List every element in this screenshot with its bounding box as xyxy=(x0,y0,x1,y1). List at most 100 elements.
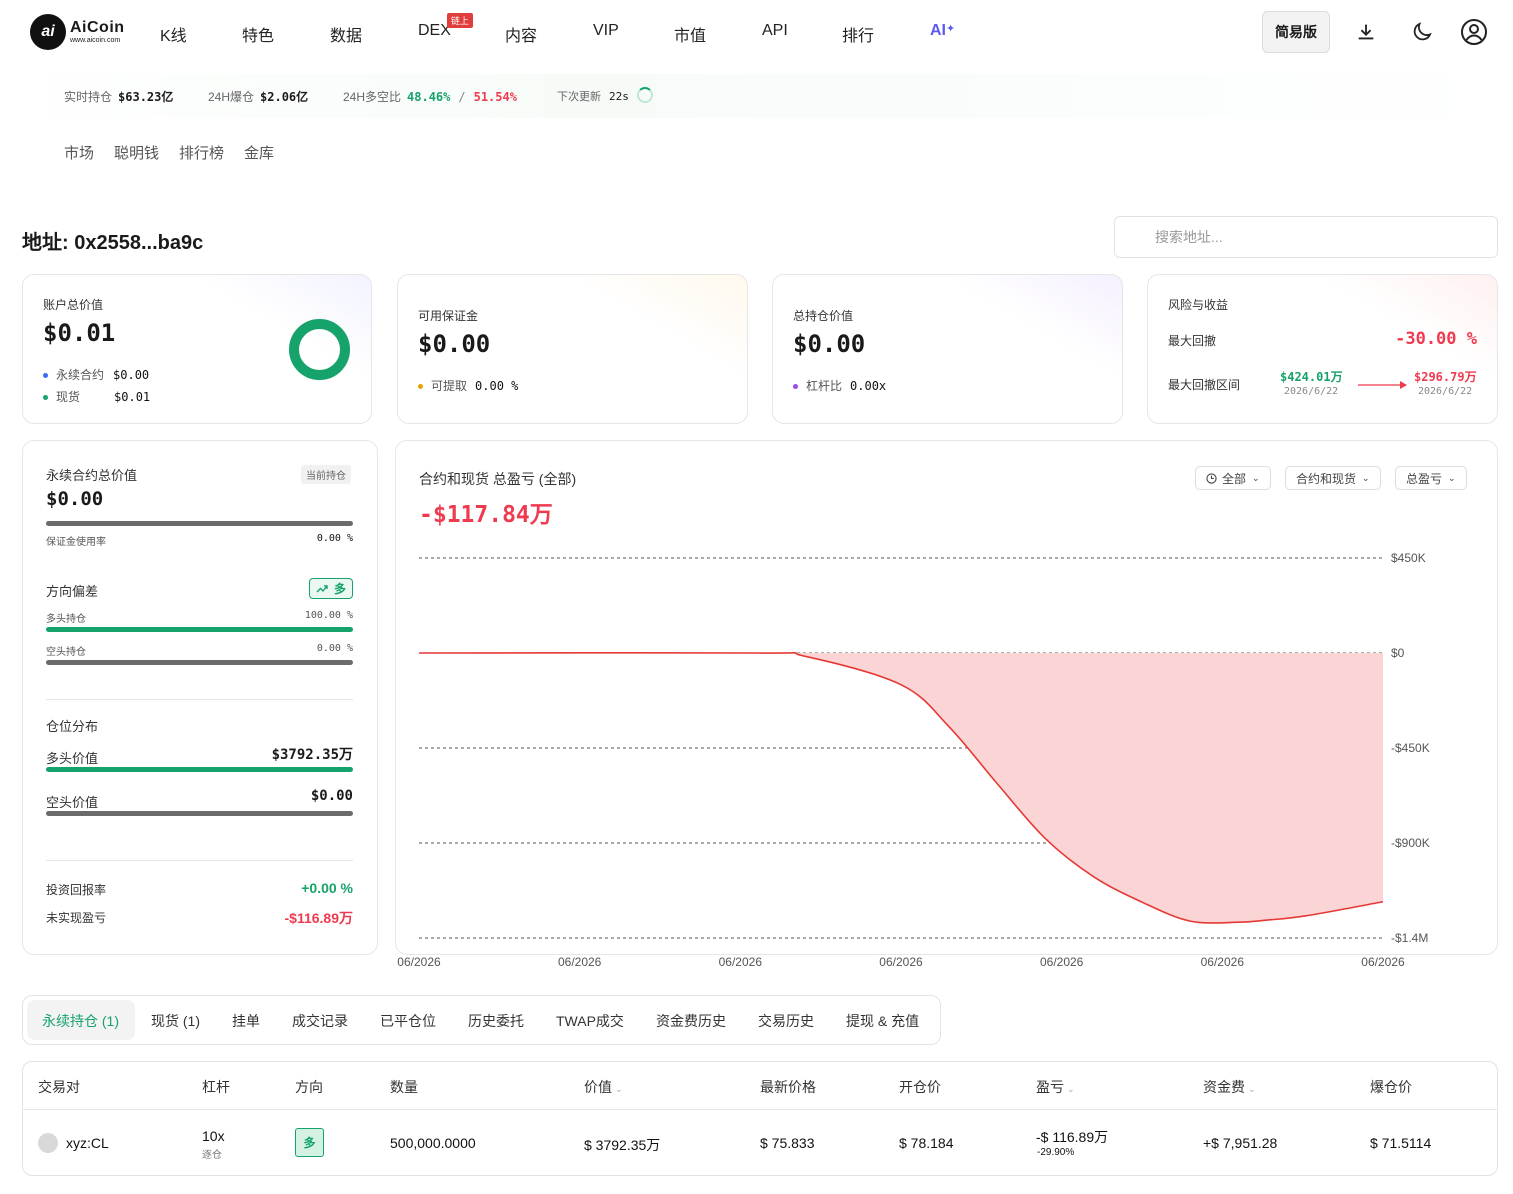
sort-icon: ⌄ xyxy=(1248,1084,1256,1094)
liquidation-value: $2.06亿 xyxy=(260,90,309,104)
asset-scope-dropdown[interactable]: 合约和现货 ⌄ xyxy=(1285,466,1381,490)
leverage-dot-icon xyxy=(793,384,798,390)
x-tick-label: 06/2026 xyxy=(397,955,441,969)
col-value-label: 价值 xyxy=(584,1079,612,1095)
next-update-value: 22s xyxy=(609,90,629,103)
col-quantity: 数量 xyxy=(390,1079,418,1095)
unrealized-pnl-label: 未实现盈亏 xyxy=(46,911,107,925)
positions-tab-bar xyxy=(22,995,941,1045)
long-value: $3792.35万 xyxy=(271,747,353,763)
col-funding-label: 资金费 xyxy=(1203,1079,1245,1095)
chevron-down-icon: ⌄ xyxy=(1448,472,1456,483)
liquidation-label: 24H爆仓 xyxy=(208,90,255,104)
account-total-card: 账户总价值 $0.01 永续合约 $0.00 现货 $0.01 xyxy=(22,274,372,424)
tab-trade-records[interactable]: 成交记录 xyxy=(292,1013,348,1029)
col-pnl[interactable]: 盈亏 ⌄ xyxy=(1036,1077,1075,1097)
max-drawdown-value: -30.00 % xyxy=(1395,329,1477,349)
nav-market-cap[interactable]: 市值 xyxy=(674,28,707,45)
logo-text: AiCoin xyxy=(70,19,125,36)
available-margin-title: 可用保证金 xyxy=(418,309,479,323)
realtime-position-value: $63.23亿 xyxy=(118,90,174,104)
row-funding: +$ 7,951.28 xyxy=(1203,1135,1278,1151)
x-tick-label: 06/2026 xyxy=(1040,955,1084,969)
subnav-market[interactable]: 市场 xyxy=(64,145,95,162)
pnl-type-label: 总盈亏 xyxy=(1406,471,1443,486)
nav-data[interactable]: 数据 xyxy=(330,28,363,45)
col-entry-price: 开仓价 xyxy=(899,1079,941,1095)
pnl-type-dropdown[interactable]: 总盈亏 ⌄ xyxy=(1395,466,1467,490)
roi-value: +0.00 % xyxy=(301,880,353,896)
drawdown-from-date: 2026/6/22 xyxy=(1284,386,1339,397)
nav-ai[interactable]: AI✦ xyxy=(930,22,955,40)
tab-perp-positions[interactable]: 永续持仓 (1) xyxy=(42,1013,119,1029)
refresh-spinner-icon xyxy=(637,87,653,103)
position-distribution-label: 仓位分布 xyxy=(46,719,99,734)
address-title: 地址: 0x2558...ba9c xyxy=(22,232,204,254)
perp-total-value: $0.00 xyxy=(46,488,104,510)
tab-order-history[interactable]: 历史委托 xyxy=(468,1013,524,1029)
spot-label: 现货 xyxy=(56,390,81,404)
long-value-bar xyxy=(46,767,353,772)
search-address-input[interactable]: 搜索地址... xyxy=(1114,216,1498,258)
row-entry-price: $ 78.184 xyxy=(899,1135,954,1151)
short-value-label: 空头价值 xyxy=(46,795,99,810)
available-margin-card: 可用保证金 $0.00 可提取 0.00 % xyxy=(397,274,748,424)
tab-trade-history[interactable]: 交易历史 xyxy=(758,1013,814,1029)
market-ticker: 实时持仓 $63.23亿 24H爆仓 $2.06亿 24H多空比 48.46% / 51.… xyxy=(0,74,1513,118)
y-tick-label: -$450K xyxy=(1391,741,1430,755)
time-range-label: 全部 xyxy=(1222,471,1247,486)
asset-scope-label: 合约和现货 xyxy=(1296,471,1357,486)
user-icon[interactable] xyxy=(1460,18,1488,46)
row-quantity: 500,000.0000 xyxy=(390,1135,476,1151)
time-range-dropdown[interactable]: 全部 ⌄ xyxy=(1195,466,1271,490)
perp-label: 永续合约 xyxy=(56,368,105,382)
tab-open-orders[interactable]: 挂单 xyxy=(232,1013,260,1029)
col-value[interactable]: 价值 ⌄ xyxy=(584,1077,623,1097)
x-tick-label: 06/2026 xyxy=(879,955,923,969)
tab-withdraw-deposit[interactable]: 提现 & 充值 xyxy=(846,1013,920,1029)
spot-value: $0.01 xyxy=(114,390,151,404)
nav-api[interactable]: API xyxy=(762,22,788,39)
divider xyxy=(46,699,353,700)
account-total-title: 账户总价值 xyxy=(43,298,104,312)
tab-funding-history[interactable]: 资金费历史 xyxy=(656,1013,726,1029)
dark-mode-icon[interactable] xyxy=(1408,18,1436,46)
tab-closed-positions[interactable]: 已平仓位 xyxy=(380,1013,436,1029)
nav-dex[interactable]: DEX 链上 xyxy=(418,13,473,40)
row-pair: xyz:CL xyxy=(66,1135,109,1151)
top-nav: ai AiCoin www.aicoin.com K线 特色 数据 DEX 链上 … xyxy=(0,0,1513,64)
tab-spot[interactable]: 现货 (1) xyxy=(151,1013,200,1029)
current-holding-tag: 当前持仓 xyxy=(301,465,351,484)
leverage-label: 杠杆比 xyxy=(806,379,843,393)
max-drawdown-label: 最大回撤 xyxy=(1168,334,1217,348)
nav-vip[interactable]: VIP xyxy=(593,22,619,39)
subnav-leaderboard[interactable]: 排行榜 xyxy=(179,145,225,162)
long-value-label: 多头价值 xyxy=(46,751,99,766)
long-position-bar xyxy=(46,627,353,632)
margin-usage-bar xyxy=(46,521,353,526)
risk-return-title: 风险与收益 xyxy=(1168,298,1229,312)
row-leverage: 10x xyxy=(202,1128,225,1144)
col-pair: 交易对 xyxy=(38,1079,80,1095)
sparkle-icon: ✦ xyxy=(946,23,956,35)
nav-ranking[interactable]: 排行 xyxy=(842,28,875,45)
short-value-bar xyxy=(46,811,353,816)
download-icon[interactable] xyxy=(1352,18,1380,46)
trend-up-icon xyxy=(316,584,328,592)
nav-features[interactable]: 特色 xyxy=(242,28,275,45)
col-funding[interactable]: 资金费 ⌄ xyxy=(1203,1077,1256,1097)
simple-mode-button[interactable]: 简易版 xyxy=(1262,11,1330,53)
next-update-label: 下次更新 xyxy=(557,91,601,103)
subnav-vault[interactable]: 金库 xyxy=(244,145,275,162)
direction-badge-label: 多 xyxy=(333,582,346,596)
nav-kline[interactable]: K线 xyxy=(160,28,187,45)
subnav-smart-money[interactable]: 聪明钱 xyxy=(114,145,160,162)
aicoin-logo[interactable]: ai AiCoin www.aicoin.com xyxy=(30,14,125,50)
pnl-area-chart[interactable]: $450K $0 -$450K -$900K -$1.4M 06/2026 06/2026 0… xyxy=(0,0,1513,1000)
x-tick-label: 06/2026 xyxy=(558,955,602,969)
short-position-pct: 0.00 % xyxy=(316,643,353,654)
long-position-pct: 100.00 % xyxy=(304,610,353,621)
tab-twap-fills[interactable]: TWAP成交 xyxy=(556,1013,624,1029)
nav-content[interactable]: 内容 xyxy=(505,28,538,45)
short-ratio-value: 51.54% xyxy=(473,90,517,104)
